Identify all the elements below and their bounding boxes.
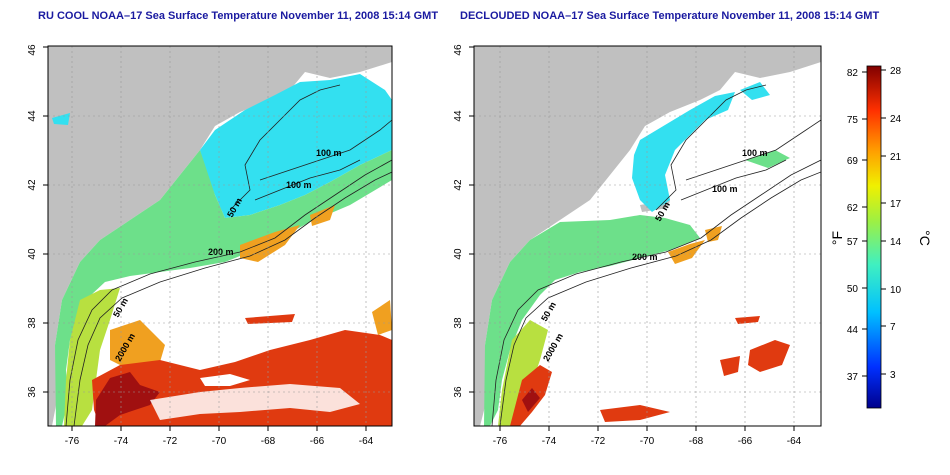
svg-text:-74: -74 [114, 436, 129, 447]
land-mass [474, 46, 821, 426]
y-axis-2: 36 38 40 42 44 46 [453, 44, 464, 398]
svg-text:42: 42 [27, 179, 38, 191]
contour-label: 100 m [712, 184, 738, 194]
svg-text:38: 38 [27, 317, 38, 329]
bathymetry-contours [491, 84, 821, 426]
grid-lines [48, 46, 392, 426]
svg-text:37: 37 [847, 372, 859, 383]
svg-text:40: 40 [27, 248, 38, 260]
svg-text:-72: -72 [163, 436, 178, 447]
svg-text:50: 50 [847, 284, 859, 295]
svg-text:28: 28 [890, 66, 902, 77]
map-panel-2: 100 m 100 m 50 m 200 m 50 m 2000 m [474, 46, 821, 426]
land-mass [48, 46, 392, 426]
svg-text:-70: -70 [212, 436, 227, 447]
svg-text:69: 69 [847, 156, 859, 167]
svg-text:36: 36 [27, 386, 38, 398]
svg-text:36: 36 [453, 386, 464, 398]
svg-text:-66: -66 [310, 436, 325, 447]
svg-text:-66: -66 [738, 436, 753, 447]
svg-text:-68: -68 [689, 436, 704, 447]
contour-label: 200 m [208, 247, 234, 257]
svg-text:-76: -76 [493, 436, 508, 447]
sst-cool-region [484, 215, 700, 426]
svg-text:46: 46 [27, 44, 38, 56]
svg-text:62: 62 [847, 203, 859, 214]
svg-text:42: 42 [453, 179, 464, 191]
x-axis-2: -76 -74 -72 -70 -68 -66 -64 [493, 436, 802, 447]
svg-text:40: 40 [453, 248, 464, 260]
panel-2-title: DECLOUDED NOAA–17 Sea Surface Temperatur… [460, 10, 880, 22]
svg-text:-68: -68 [261, 436, 276, 447]
svg-text:-74: -74 [542, 436, 557, 447]
svg-text:44: 44 [453, 110, 464, 122]
svg-text:-72: -72 [591, 436, 606, 447]
colorbar: 82 75 69 62 57 50 44 37 28 24 21 17 14 1… [829, 65, 933, 409]
colorbar-c-ticks: 28 24 21 17 14 10 7 3 [890, 66, 902, 381]
svg-text:82: 82 [847, 68, 859, 79]
svg-text:-64: -64 [787, 436, 802, 447]
colorbar-celsius-label: °C [917, 230, 933, 246]
panel-1-title: RU COOL NOAA–17 Sea Surface Temperature … [38, 10, 439, 22]
svg-text:38: 38 [453, 317, 464, 329]
svg-text:-70: -70 [640, 436, 655, 447]
contour-label: 200 m [632, 252, 658, 262]
x-axis-1: -76 -74 -72 -70 -68 -66 -64 [65, 436, 374, 447]
svg-text:-76: -76 [65, 436, 80, 447]
svg-text:46: 46 [453, 44, 464, 56]
grid-lines [474, 46, 821, 426]
contour-label: 100 m [316, 148, 342, 158]
svg-text:10: 10 [890, 285, 902, 296]
svg-text:3: 3 [890, 370, 896, 381]
colorbar-f-ticks: 82 75 69 62 57 50 44 37 [847, 68, 859, 383]
svg-text:57: 57 [847, 237, 859, 248]
contour-label: 100 m [742, 148, 768, 158]
svg-text:14: 14 [890, 237, 902, 248]
svg-text:24: 24 [890, 114, 902, 125]
sst-cool-region [55, 150, 392, 426]
sst-cold-region [632, 92, 735, 212]
colorbar-fahrenheit-label: °F [829, 231, 845, 245]
svg-text:21: 21 [890, 152, 902, 163]
svg-text:44: 44 [847, 325, 859, 336]
svg-text:17: 17 [890, 199, 902, 210]
bathymetry-contours [65, 84, 392, 426]
y-axis-1: 36 38 40 42 44 46 [27, 44, 38, 398]
map-panel-1: 100 m 100 m 50 m 200 m 50 m 2000 m [48, 46, 392, 426]
svg-text:-64: -64 [359, 436, 374, 447]
svg-text:44: 44 [27, 110, 38, 122]
svg-text:75: 75 [847, 115, 859, 126]
svg-text:7: 7 [890, 322, 896, 333]
